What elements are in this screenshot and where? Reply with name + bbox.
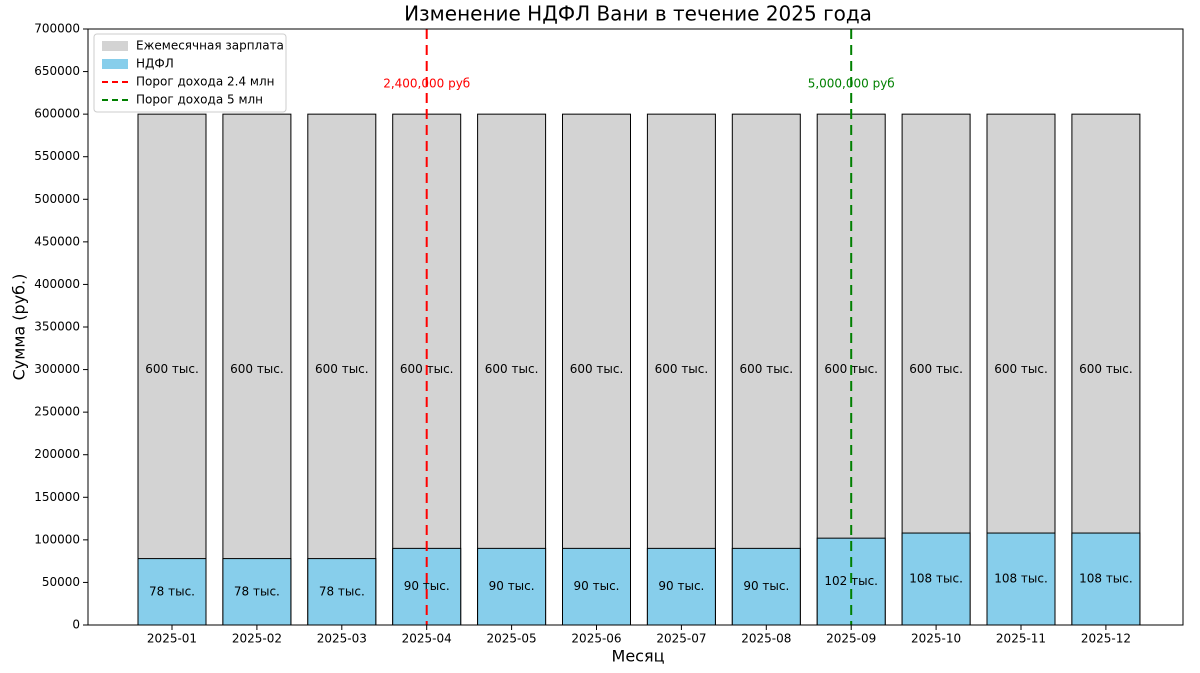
y-tick-label: 250000 xyxy=(34,405,80,419)
bar xyxy=(646,113,716,626)
y-tick-label: 50000 xyxy=(42,575,80,589)
bar xyxy=(307,113,377,626)
value-label: 78 тыс. xyxy=(319,584,365,598)
bar xyxy=(562,113,631,626)
y-tick-label: 100000 xyxy=(34,532,80,546)
x-tick-label: 2025-06 xyxy=(571,632,621,646)
y-tick-label: 700000 xyxy=(34,22,80,36)
x-tick-label: 2025-05 xyxy=(487,632,537,646)
legend-label: Порог дохода 2.4 млн xyxy=(136,75,274,89)
y-axis-label: Сумма (руб.) xyxy=(10,274,29,381)
y-tick-label: 150000 xyxy=(34,490,80,504)
y-tick-label: 300000 xyxy=(34,362,80,376)
value-label: 600 тыс. xyxy=(909,362,963,376)
legend-box xyxy=(93,33,287,113)
value-label: 78 тыс. xyxy=(234,584,280,598)
value-label: 600 тыс. xyxy=(315,362,369,376)
value-label: 90 тыс. xyxy=(574,579,620,593)
y-tick-label: 450000 xyxy=(34,234,80,248)
bar xyxy=(477,113,547,626)
bar xyxy=(562,547,631,626)
x-tick-label: 2025-02 xyxy=(232,632,282,646)
value-label: 600 тыс. xyxy=(1079,362,1133,376)
threshold-label: 2,400,000 руб xyxy=(383,77,470,91)
value-label: 600 тыс. xyxy=(145,362,199,376)
bar xyxy=(222,558,292,626)
x-tick-label: 2025-03 xyxy=(317,632,367,646)
y-tick-label: 200000 xyxy=(34,447,80,461)
bar xyxy=(731,547,801,626)
value-label: 78 тыс. xyxy=(149,584,195,598)
y-tick-label: 600000 xyxy=(34,107,80,121)
legend-swatch xyxy=(102,41,128,51)
bar xyxy=(901,532,971,626)
bar xyxy=(307,558,377,626)
value-label: 90 тыс. xyxy=(489,579,535,593)
x-tick-label: 2025-07 xyxy=(656,632,706,646)
y-tick-label: 650000 xyxy=(34,64,80,78)
value-label: 90 тыс. xyxy=(743,579,789,593)
value-label: 108 тыс. xyxy=(994,572,1048,586)
y-tick-label: 350000 xyxy=(34,320,80,334)
x-tick-label: 2025-01 xyxy=(147,632,197,646)
bar xyxy=(1071,532,1141,626)
x-tick-label: 2025-12 xyxy=(1081,632,1131,646)
value-label: 90 тыс. xyxy=(658,579,704,593)
x-axis-label: Месяц xyxy=(612,647,665,666)
value-label: 600 тыс. xyxy=(230,362,284,376)
legend-label: НДФЛ xyxy=(136,57,174,71)
x-tick-label: 2025-10 xyxy=(911,632,961,646)
value-label: 108 тыс. xyxy=(1079,572,1133,586)
value-label: 600 тыс. xyxy=(739,362,793,376)
threshold-label: 5,000,000 руб xyxy=(808,77,895,91)
bar xyxy=(646,547,716,626)
x-tick-label: 2025-08 xyxy=(741,632,791,646)
plot-frame xyxy=(87,28,1184,626)
value-label: 600 тыс. xyxy=(994,362,1048,376)
bar xyxy=(222,113,292,626)
bar xyxy=(137,558,207,626)
legend-swatch xyxy=(102,59,128,69)
y-tick-label: 500000 xyxy=(34,192,80,206)
legend-label: Ежемесячная зарплата xyxy=(136,39,284,53)
bar xyxy=(986,532,1056,626)
legend-label: Порог дохода 5 млн xyxy=(136,93,263,107)
value-label: 600 тыс. xyxy=(570,362,624,376)
y-tick-label: 400000 xyxy=(34,277,80,291)
x-tick-label: 2025-04 xyxy=(402,632,452,646)
y-tick-label: 550000 xyxy=(34,149,80,163)
x-tick-label: 2025-09 xyxy=(826,632,876,646)
bar xyxy=(477,547,547,626)
value-label: 108 тыс. xyxy=(909,572,963,586)
bar xyxy=(137,113,207,626)
value-label: 600 тыс. xyxy=(485,362,539,376)
bar xyxy=(731,113,801,626)
x-tick-label: 2025-11 xyxy=(996,632,1046,646)
value-label: 90 тыс. xyxy=(404,579,450,593)
y-tick-label: 0 xyxy=(72,618,80,632)
value-label: 600 тыс. xyxy=(655,362,709,376)
chart-title: Изменение НДФЛ Вани в течение 2025 года xyxy=(404,2,872,26)
